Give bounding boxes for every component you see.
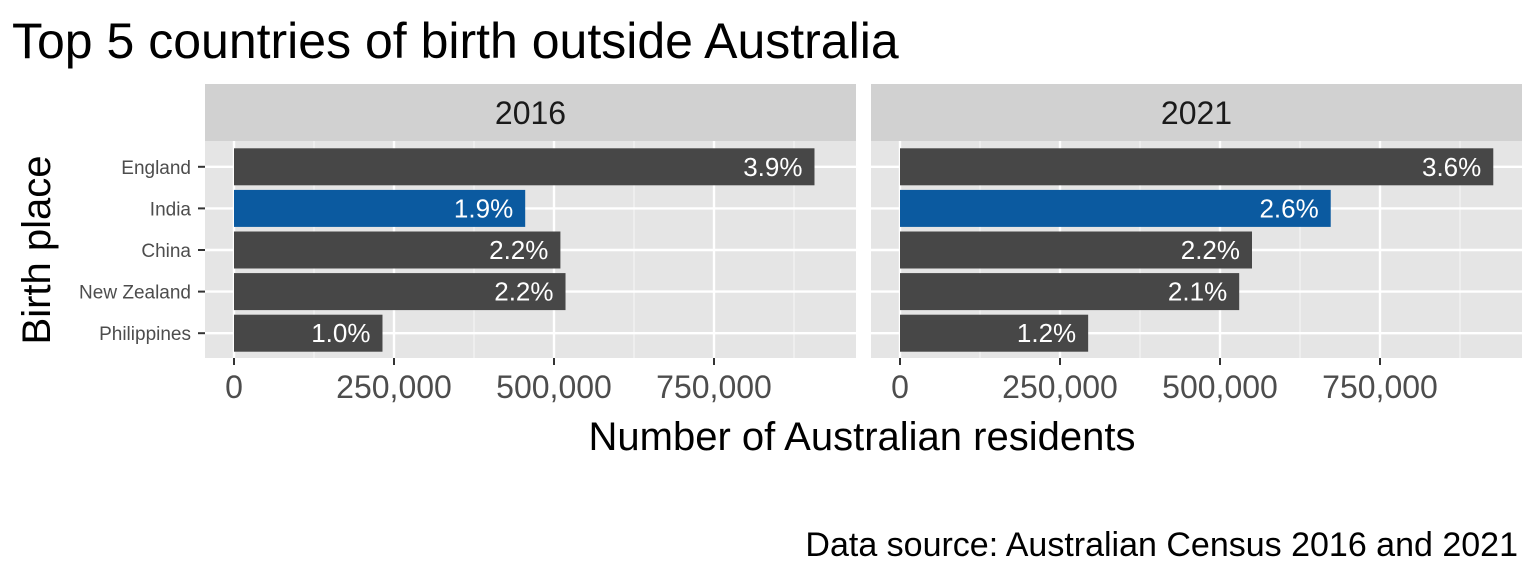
facet-panels: 2016 3.9% 1.9% 2.2% 2.2% 1.0% 0 250,000 500,000 7… [79,84,1522,405]
y-tick-label: India [150,199,192,220]
bar-value-label: 2.2% [1181,235,1240,265]
bar-china [900,231,1252,269]
bar-value-label: 1.9% [454,193,513,223]
y-tick-label: Philippines [99,324,191,345]
bar-value-label: 2.1% [1168,277,1227,307]
bar-philippines [234,314,383,352]
facet-strip [205,84,856,141]
x-tick-label: 500,000 [1162,369,1278,405]
bar-value-label: 3.9% [743,152,802,182]
bar-value-label: 2.6% [1259,193,1318,223]
x-tick-label: 750,000 [1322,369,1438,405]
bar-value-label: 1.0% [311,318,370,348]
bar-england [900,148,1494,186]
bar-china [234,231,561,269]
x-tick-label: 250,000 [336,369,452,405]
chart-title: Top 5 countries of birth outside Austral… [12,13,899,69]
x-tick-label: 250,000 [1002,369,1118,405]
chart-caption: Data source: Australian Census 2016 and … [805,526,1518,564]
y-tick-label: China [141,241,191,262]
facet-strip-label: 2021 [1161,95,1232,131]
bar-value-label: 2.2% [494,277,553,307]
y-tick-label: England [121,158,191,179]
bar-india [900,189,1331,227]
facet-panel-2016: 2016 3.9% 1.9% 2.2% 2.2% 1.0% 0 250,000 500,000 7… [79,84,856,405]
facet-panel-2021: 2021 3.6% 2.6% 2.2% 2.1% 1.2% 0 250,000 500,000 7… [871,84,1522,405]
bar-england [234,148,815,186]
x-tick-label: 0 [891,369,909,405]
bar-new-zealand [900,273,1240,311]
facet-strip [871,84,1522,141]
bar-value-label: 3.6% [1422,152,1481,182]
x-axis-title: Number of Australian residents [589,415,1136,459]
bar-value-label: 1.2% [1017,318,1076,348]
bar-value-label: 2.2% [489,235,548,265]
bar-india [234,189,526,227]
x-tick-label: 500,000 [496,369,612,405]
facet-strip-label: 2016 [495,95,566,131]
x-tick-label: 750,000 [656,369,772,405]
bar-philippines [900,314,1089,352]
bar-new-zealand [234,273,566,311]
y-tick-label: New Zealand [79,283,191,304]
y-axis-title: Birth place [15,156,59,345]
x-tick-label: 0 [225,369,243,405]
